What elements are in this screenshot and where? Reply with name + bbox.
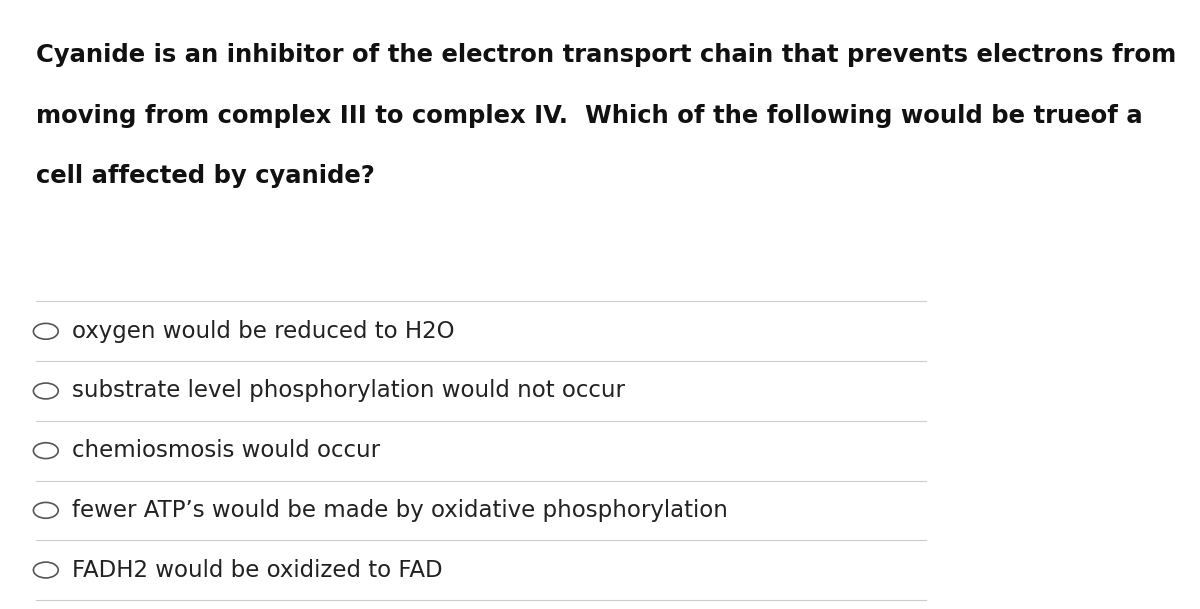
Text: FADH2 would be oxidized to FAD: FADH2 would be oxidized to FAD — [72, 558, 443, 582]
Text: fewer ATP’s would be made by oxidative phosphorylation: fewer ATP’s would be made by oxidative p… — [72, 499, 727, 522]
Text: Cyanide is an inhibitor of the electron transport chain that prevents electrons : Cyanide is an inhibitor of the electron … — [36, 43, 1176, 66]
Text: cell affected by cyanide?: cell affected by cyanide? — [36, 164, 376, 188]
Text: oxygen would be reduced to H2O: oxygen would be reduced to H2O — [72, 320, 454, 343]
Text: substrate level phosphorylation would not occur: substrate level phosphorylation would no… — [72, 379, 624, 403]
Text: chemiosmosis would occur: chemiosmosis would occur — [72, 439, 379, 462]
Text: moving from complex III to complex IV.  Which of the following would be true​of : moving from complex III to complex IV. W… — [36, 104, 1142, 127]
